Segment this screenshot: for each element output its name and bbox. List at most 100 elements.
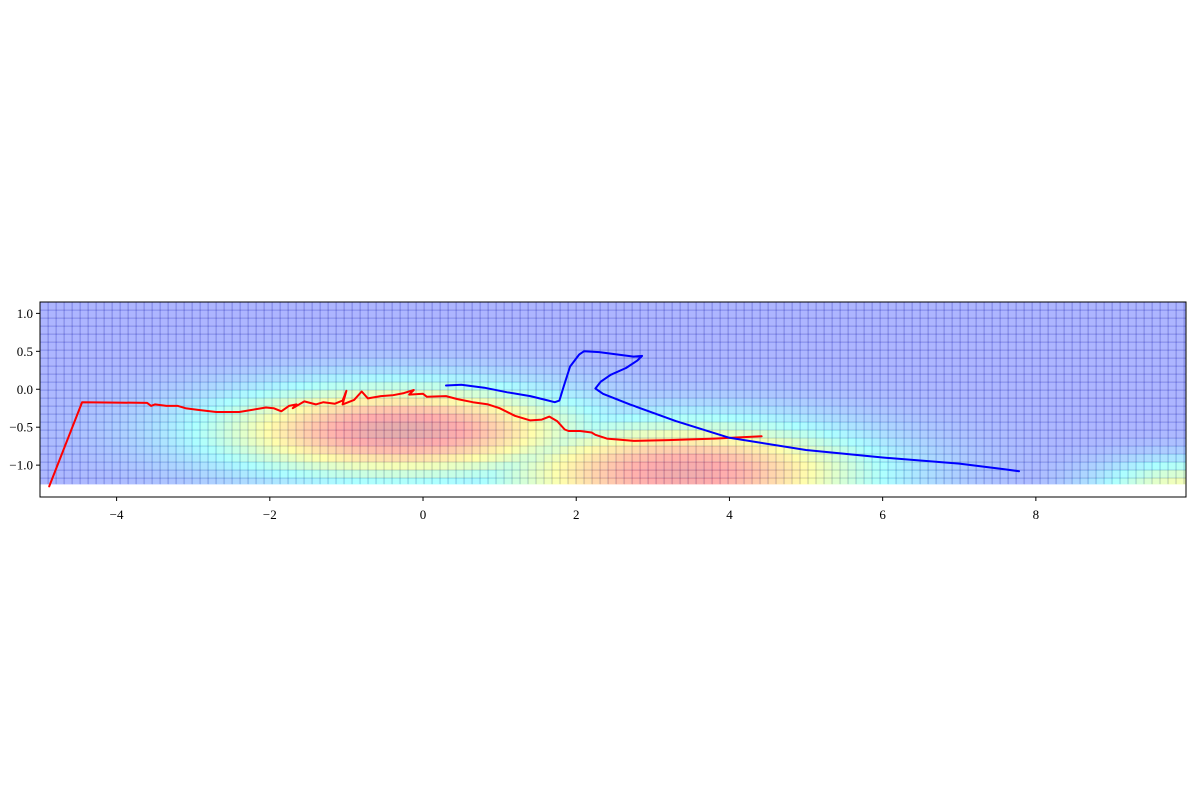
heatmap-cell xyxy=(96,438,105,447)
heatmap-cell xyxy=(560,390,569,399)
heatmap-cell xyxy=(960,374,969,383)
heatmap-cell xyxy=(960,342,969,351)
heatmap-cell xyxy=(536,382,545,391)
heatmap-cell xyxy=(960,462,969,471)
heatmap-cell xyxy=(312,374,321,383)
heatmap-cell xyxy=(152,342,161,351)
heatmap-cell xyxy=(136,382,145,391)
heatmap-cell xyxy=(968,310,977,319)
heatmap-cell xyxy=(40,414,49,423)
heatmap-cell xyxy=(376,366,385,375)
heatmap-cell xyxy=(1160,326,1169,335)
heatmap-cell xyxy=(1152,470,1161,479)
heatmap-cell xyxy=(208,350,217,359)
heatmap-cell xyxy=(440,454,449,463)
heatmap-cell xyxy=(440,350,449,359)
heatmap-cell xyxy=(736,318,745,327)
heatmap-cell xyxy=(40,438,49,447)
heatmap-cell xyxy=(776,414,785,423)
heatmap-cell xyxy=(264,438,273,447)
heatmap-cell xyxy=(480,454,489,463)
heatmap-cell xyxy=(744,438,753,447)
heatmap-cell xyxy=(568,358,577,367)
heatmap-cell xyxy=(152,462,161,471)
heatmap-cell xyxy=(384,406,393,415)
heatmap-cell xyxy=(1152,382,1161,391)
heatmap-cell xyxy=(928,414,937,423)
heatmap-cell xyxy=(688,334,697,343)
heatmap-cell xyxy=(1144,358,1153,367)
heatmap-cell xyxy=(448,406,457,415)
heatmap-cell xyxy=(400,382,409,391)
heatmap-cell xyxy=(1000,470,1009,479)
heatmap-cell xyxy=(1112,398,1121,407)
heatmap-cell xyxy=(1000,422,1009,431)
heatmap-cell xyxy=(680,414,689,423)
heatmap-cell xyxy=(288,326,297,335)
heatmap-cell xyxy=(1152,366,1161,375)
heatmap-cell xyxy=(336,414,345,423)
heatmap-cell xyxy=(408,454,417,463)
heatmap-cell xyxy=(608,382,617,391)
heatmap-cell xyxy=(136,478,145,485)
heatmap-cell xyxy=(904,446,913,455)
heatmap-cell xyxy=(104,334,113,343)
heatmap-cell xyxy=(696,358,705,367)
heatmap-cell xyxy=(288,358,297,367)
heatmap-cell xyxy=(104,374,113,383)
heatmap-cell xyxy=(744,454,753,463)
heatmap-cell xyxy=(696,446,705,455)
heatmap-cell xyxy=(464,406,473,415)
heatmap-cell xyxy=(1144,310,1153,319)
heatmap-cell xyxy=(696,326,705,335)
heatmap-cell xyxy=(1032,430,1041,439)
heatmap-cell xyxy=(144,382,153,391)
heatmap-cell xyxy=(584,326,593,335)
heatmap-cell xyxy=(184,438,193,447)
heatmap-cell xyxy=(1000,446,1009,455)
heatmap-cell xyxy=(928,350,937,359)
heatmap-cell xyxy=(272,414,281,423)
heatmap-cell xyxy=(144,470,153,479)
heatmap-cell xyxy=(1152,374,1161,383)
heatmap-cell xyxy=(256,462,265,471)
heatmap-cell xyxy=(1128,470,1137,479)
heatmap-cell xyxy=(568,438,577,447)
heatmap-cell xyxy=(672,446,681,455)
heatmap-cell xyxy=(992,318,1001,327)
heatmap-cell xyxy=(864,358,873,367)
heatmap-cell xyxy=(48,446,57,455)
heatmap-cell xyxy=(120,430,129,439)
heatmap-cell xyxy=(680,310,689,319)
heatmap-cell xyxy=(832,374,841,383)
heatmap-cell xyxy=(440,358,449,367)
heatmap-cell xyxy=(584,350,593,359)
heatmap-cell xyxy=(904,334,913,343)
heatmap-cell xyxy=(1056,326,1065,335)
heatmap-cell xyxy=(1072,374,1081,383)
heatmap-cell xyxy=(376,462,385,471)
heatmap-cell xyxy=(432,470,441,479)
heatmap-cell xyxy=(656,406,665,415)
heatmap-cell xyxy=(424,446,433,455)
heatmap-cell xyxy=(624,374,633,383)
heatmap-cell xyxy=(168,302,177,311)
heatmap-cell xyxy=(256,382,265,391)
heatmap-cell xyxy=(528,374,537,383)
heatmap-cell xyxy=(1144,366,1153,375)
heatmap-cell xyxy=(424,374,433,383)
heatmap-cell xyxy=(352,470,361,479)
heatmap-cell xyxy=(544,438,553,447)
heatmap-cell xyxy=(608,358,617,367)
heatmap-cell xyxy=(720,454,729,463)
heatmap-cell xyxy=(968,438,977,447)
heatmap-cell xyxy=(136,358,145,367)
heatmap-cell xyxy=(824,358,833,367)
heatmap-cell xyxy=(720,334,729,343)
heatmap-cell xyxy=(144,478,153,485)
heatmap-cell xyxy=(1128,462,1137,471)
heatmap-cell xyxy=(472,358,481,367)
heatmap-cell xyxy=(264,310,273,319)
heatmap-cell xyxy=(304,430,313,439)
heatmap-cell xyxy=(1088,342,1097,351)
